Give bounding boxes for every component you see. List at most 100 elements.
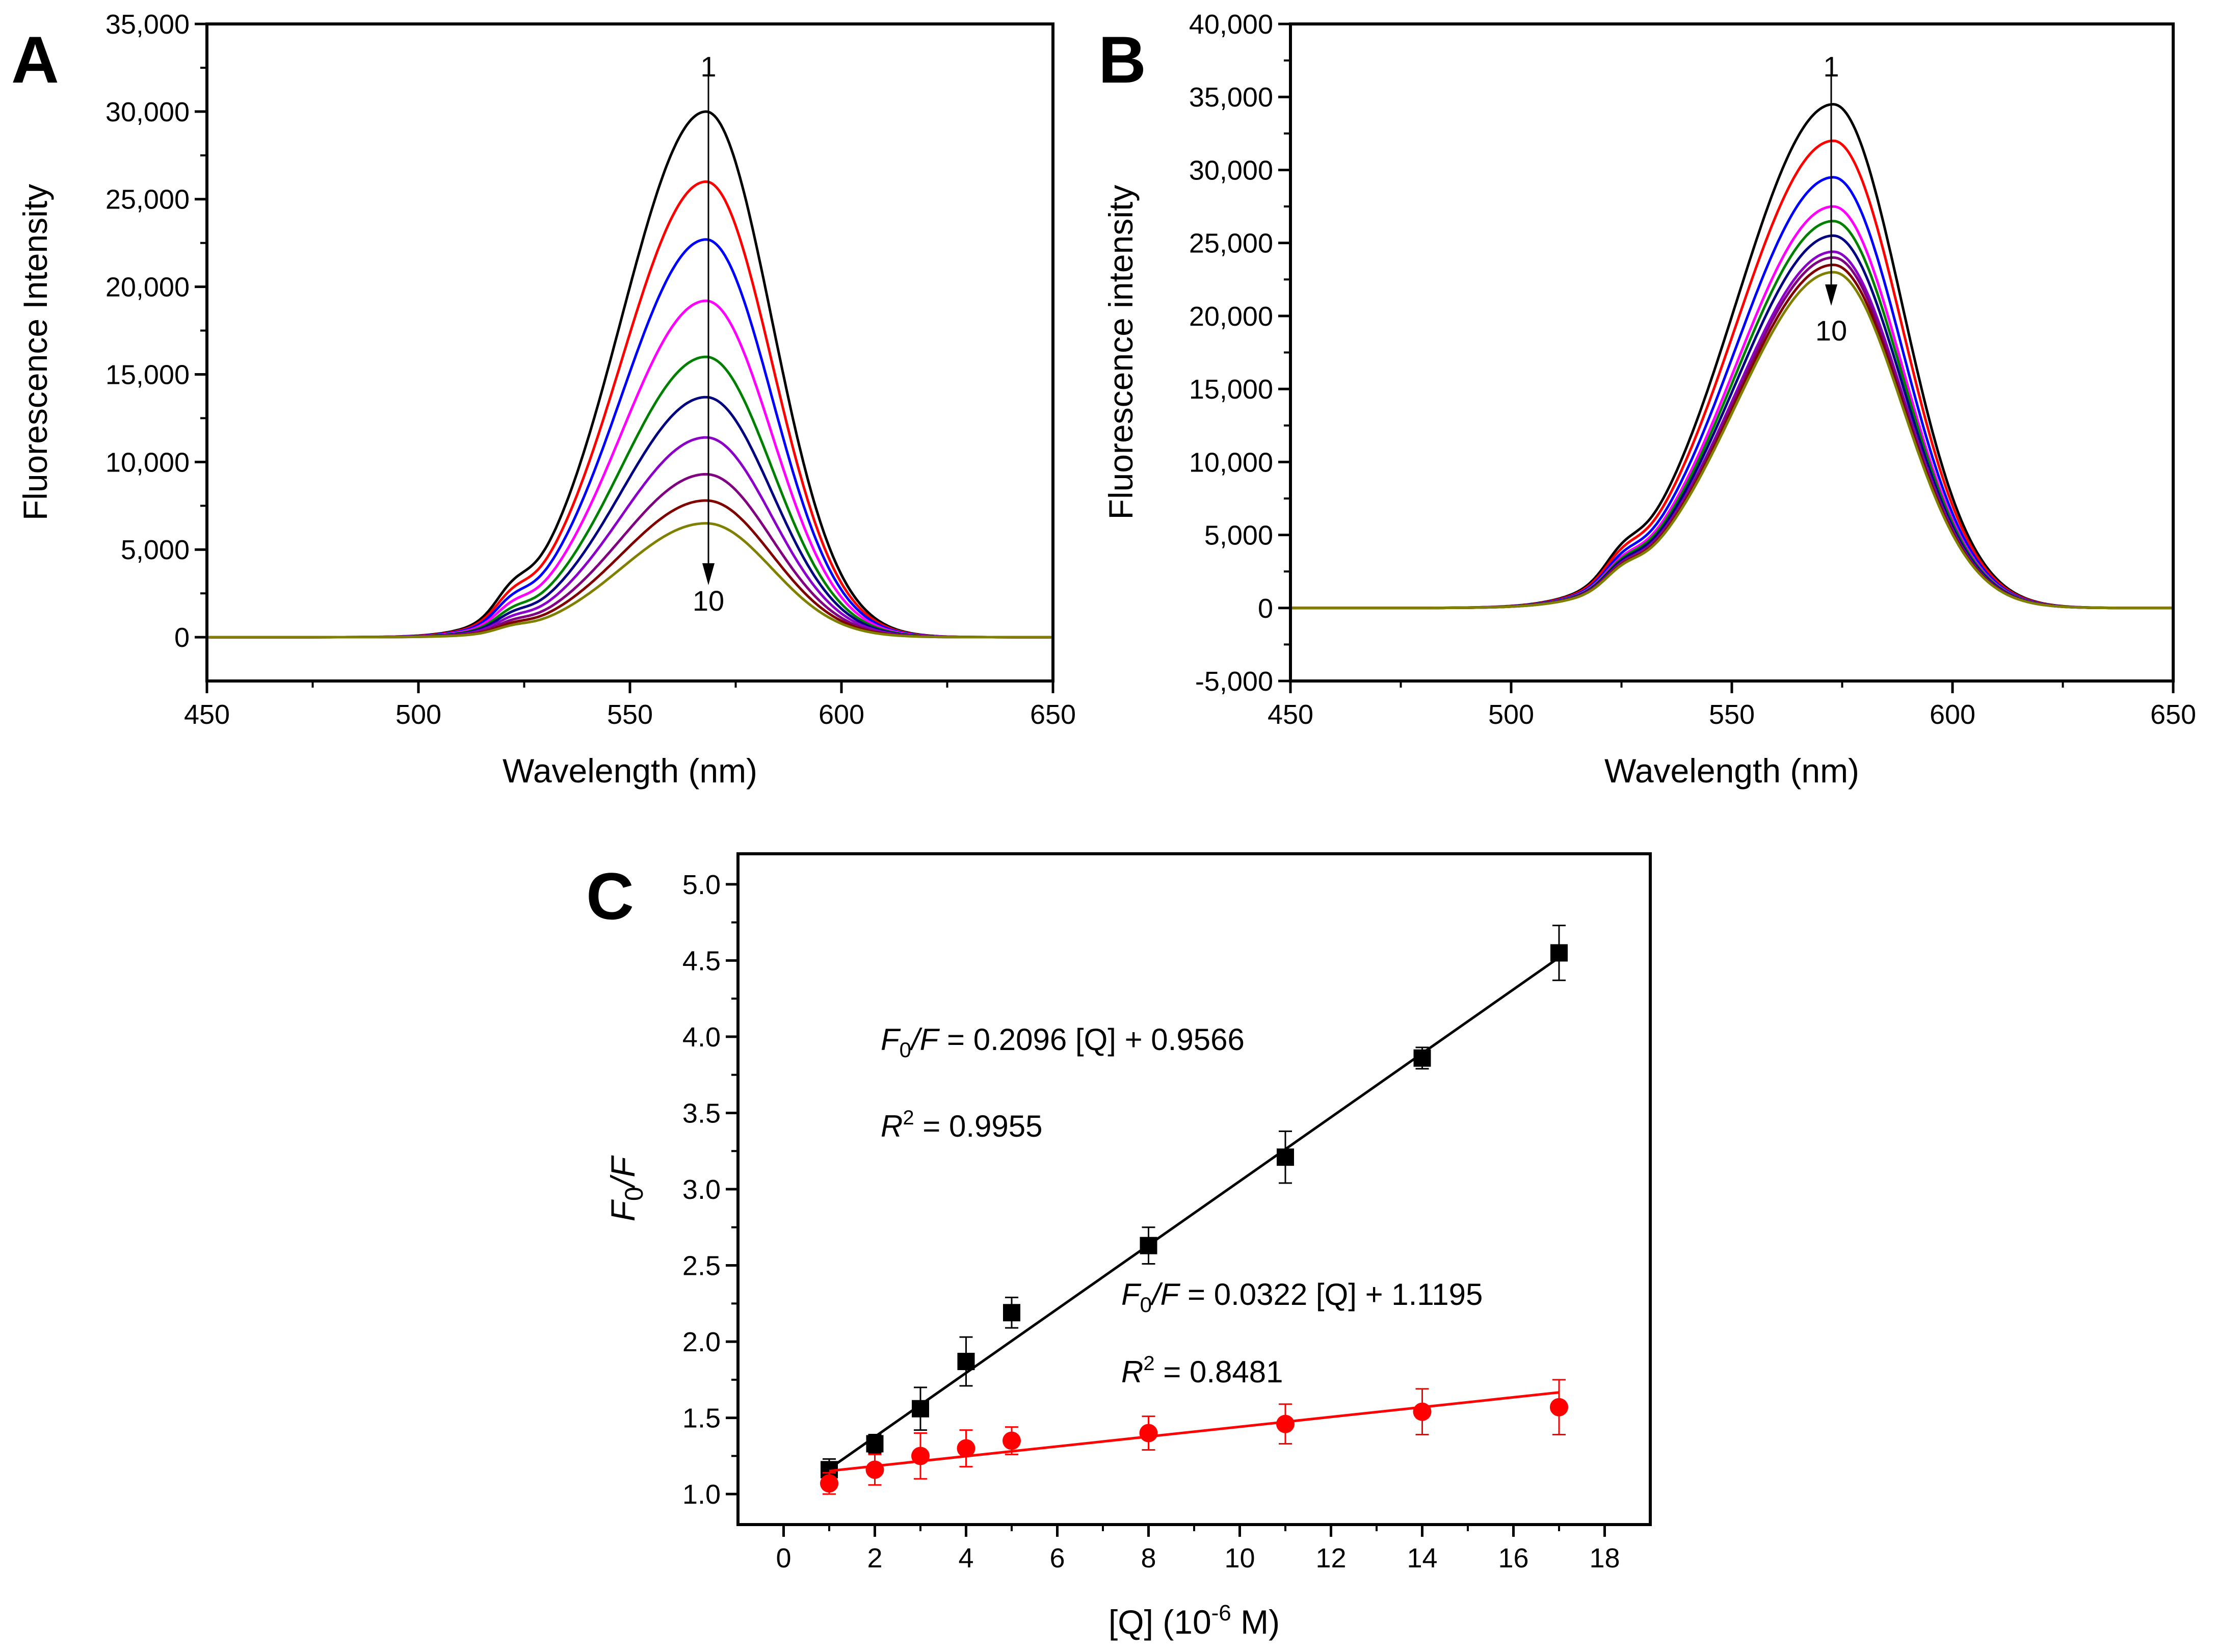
panel-b-ytick-label: 20,000	[1189, 301, 1273, 332]
r2-black-rhs: = 0.9955	[914, 1109, 1043, 1143]
panel-a-curve-2	[207, 180, 1053, 639]
panel-a-label: A	[11, 22, 59, 97]
panel-a-xtick-label: 550	[607, 699, 653, 730]
panel-c-ytick-label: 3.5	[682, 1098, 721, 1129]
panel-a-frame	[205, 22, 1054, 683]
panel-c-point-red	[1139, 1424, 1158, 1443]
panel-a-ylabel: Fluorescence Intensity	[16, 184, 54, 520]
panel-c-xtick-label: 10	[1224, 1543, 1255, 1574]
panel-a-ytick-label: 35,000	[105, 9, 190, 40]
panel-b-arrow-end-label: 10	[1815, 314, 1847, 347]
panel-b-xtick-label: 600	[1930, 699, 1975, 730]
panel-a-curve-10	[207, 522, 1053, 639]
eq-red-rest: /F	[1150, 1277, 1181, 1312]
panel-a-arrow-start-label: 1	[700, 50, 716, 83]
r2-black-r: R	[881, 1109, 903, 1143]
panel-a: A 450 500 550 600 650 0 5,000 10,000 15,000 20,00…	[11, 9, 1076, 790]
panel-a-curve-8	[207, 473, 1053, 639]
panel-c-point-red	[865, 1460, 884, 1479]
panel-b-ytick-label: 40,000	[1189, 9, 1273, 40]
panel-b-curve-6	[1290, 234, 2173, 610]
panel-c-point-black	[1003, 1304, 1020, 1322]
panel-a-xtick-label: 450	[184, 699, 230, 730]
panel-a-curve-6	[207, 396, 1053, 639]
panel-a-xtick-label: 500	[395, 699, 441, 730]
panel-b-ytick-label: -5,000	[1195, 666, 1273, 697]
panel-a-curve-5	[207, 355, 1053, 639]
panel-b-curves	[1290, 102, 2173, 610]
panel-c-ytick-label: 1.0	[682, 1479, 721, 1510]
panel-b-ytick-label: 5,000	[1204, 520, 1273, 551]
panel-b-arrow-head	[1825, 284, 1837, 306]
panel-c-black-r2: R2 = 0.9955	[881, 1107, 1043, 1143]
panel-b-ticks: 450 500 550 600 650 -5,000 0 5,000 10,000 15,000 2…	[1189, 9, 2196, 730]
panel-a-ytick-label: 15,000	[105, 359, 190, 390]
eq-black-rhs: = 0.2096 [Q] + 0.9566	[938, 1022, 1244, 1057]
panel-a-ytick-label: 5,000	[121, 535, 190, 565]
panel-b-label: B	[1098, 22, 1146, 97]
panel-a-curve-7	[207, 436, 1053, 639]
panel-b-ytick-label: 10,000	[1189, 447, 1273, 478]
panel-c: C 0 2 4 6 8 10 12 14 16 18 1.0 1.5 2.0 2.5 3.0 3.5 4.0 4.…	[586, 852, 1652, 1641]
eq-black-sub: 0	[900, 1038, 911, 1062]
panel-c-xtick-label: 12	[1315, 1543, 1346, 1574]
panel-a-arrow-head	[702, 563, 715, 585]
panel-c-xlabel-exp: -6	[1211, 1601, 1231, 1625]
panel-c-label: C	[586, 859, 634, 933]
r2-black-sup: 2	[903, 1107, 914, 1129]
panel-a-ytick-label: 0	[174, 622, 190, 653]
panel-c-ytick-label: 2.5	[682, 1251, 721, 1281]
r2-red-rhs: = 0.8481	[1155, 1355, 1283, 1389]
panel-c-point-red	[1550, 1398, 1568, 1417]
panel-a-curves	[207, 110, 1053, 639]
panel-b-ytick-label: 25,000	[1189, 228, 1273, 259]
panel-c-fit-line-red	[829, 1391, 1560, 1473]
panel-a-xtick-label: 600	[819, 699, 864, 730]
panel-a-xtick-label: 650	[1030, 699, 1076, 730]
panel-b-ytick-label: 35,000	[1189, 82, 1273, 113]
panel-c-point-black	[866, 1435, 884, 1453]
panel-a-arrow-end-label: 10	[693, 585, 724, 617]
eq-black-f: F	[881, 1022, 901, 1057]
panel-c-xtick-label: 0	[776, 1543, 791, 1574]
panel-c-xlabel-prefix: [Q] (10	[1109, 1603, 1211, 1641]
panel-c-xtick-label: 2	[867, 1543, 882, 1574]
panel-c-point-black	[1140, 1237, 1157, 1254]
panel-c-xtick-label: 8	[1141, 1543, 1156, 1574]
panel-b-xtick-label: 450	[1268, 699, 1313, 730]
panel-c-xtick-label: 16	[1498, 1543, 1528, 1574]
panel-c-point-red	[911, 1447, 930, 1465]
panel-b-ytick-label: 30,000	[1189, 155, 1273, 186]
panel-a-xlabel: Wavelength (nm)	[503, 752, 757, 790]
panel-b-curve-7	[1290, 250, 2173, 610]
panel-c-point-red	[1413, 1402, 1432, 1421]
panel-c-xtick-label: 14	[1407, 1543, 1437, 1574]
panel-b-curve-10	[1290, 271, 2173, 610]
eq-red-sub: 0	[1140, 1293, 1152, 1317]
panel-c-ytick-label: 4.5	[682, 946, 721, 976]
panel-c-ytick-label: 1.5	[682, 1403, 721, 1434]
panel-b-ylabel: Fluorescence intensity	[1102, 185, 1140, 520]
panel-b-arrow-start-label: 1	[1823, 50, 1839, 83]
panel-c-ytick-label: 2.0	[682, 1327, 721, 1357]
panel-c-xlabel-suffix: M)	[1231, 1603, 1280, 1641]
panel-b-curve-8	[1290, 256, 2173, 610]
panel-a-ytick-label: 25,000	[105, 185, 190, 215]
eq-red-f: F	[1121, 1277, 1142, 1312]
panel-b-ytick-label: 0	[1258, 593, 1273, 624]
panel-b-xlabel: Wavelength (nm)	[1604, 752, 1859, 790]
panel-b-frame	[1289, 22, 2175, 683]
panel-c-point-black	[1413, 1049, 1431, 1067]
panel-c-ylabel-sub: 0	[620, 1187, 648, 1201]
panel-a-curve-9	[207, 499, 1053, 639]
panel-b-ytick-label: 15,000	[1189, 374, 1273, 405]
panel-c-xtick-label: 6	[1049, 1543, 1065, 1574]
panel-c-ylabel-f: F	[604, 1199, 642, 1221]
panel-c-red-r2: R2 = 0.8481	[1121, 1352, 1283, 1389]
r2-red-sup: 2	[1143, 1352, 1154, 1375]
panel-c-point-black	[912, 1400, 929, 1418]
panel-c-point-red	[1276, 1414, 1295, 1433]
panel-c-ytick-label: 3.0	[682, 1174, 721, 1205]
panel-c-point-black	[1550, 944, 1568, 962]
